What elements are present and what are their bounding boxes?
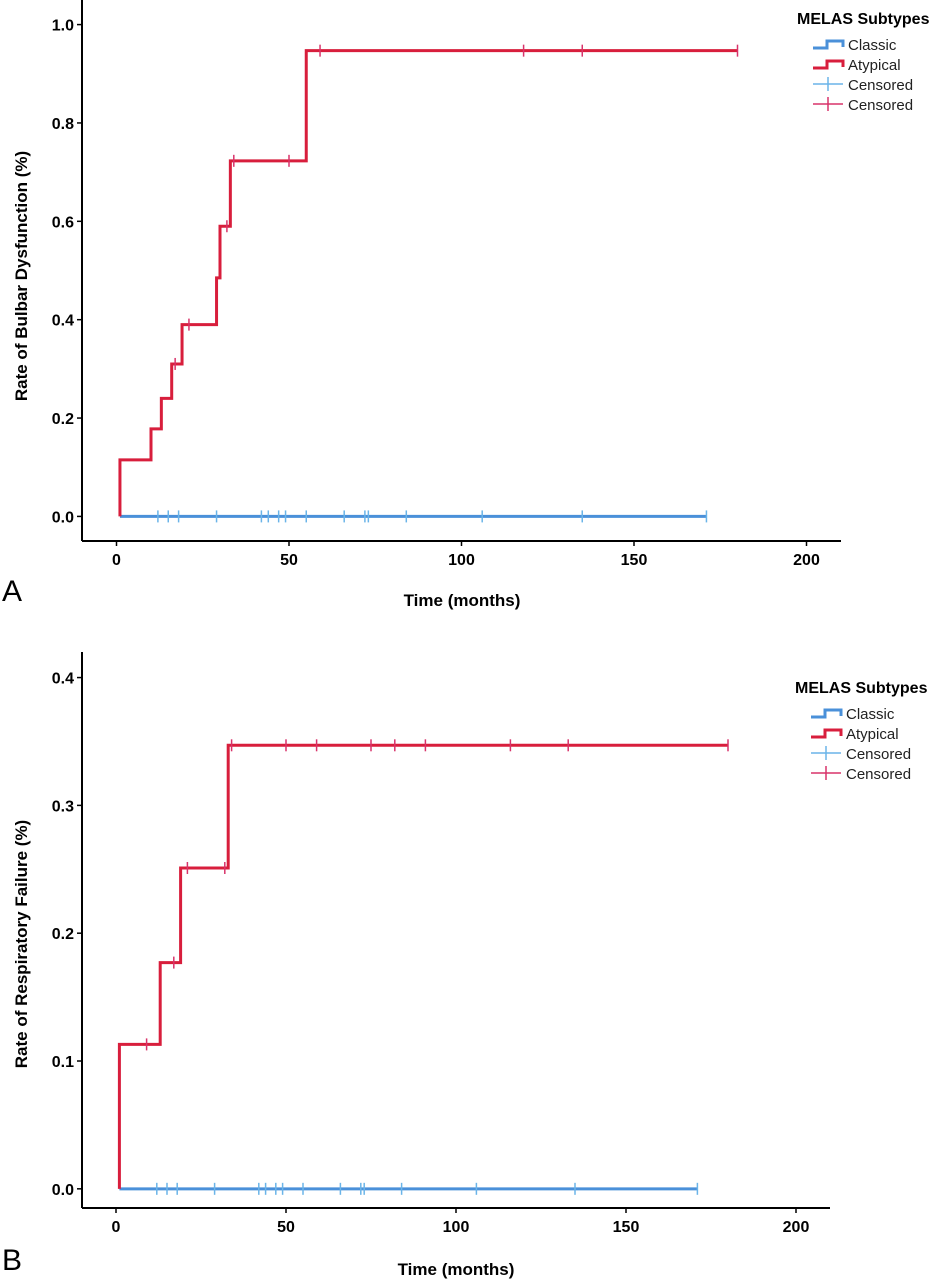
panel-a-legend-title: MELAS Subtypes [797, 11, 930, 28]
panel-b-y-tick-label: 0.4 [52, 671, 74, 688]
panel-b-label: B [2, 1244, 22, 1277]
panel-b-y-tick-label: 0.3 [52, 798, 74, 815]
panel-b-atypical-step-line [117, 743, 728, 1189]
panel-a-atypical-step-line [118, 49, 738, 517]
panel-b-series [117, 739, 729, 1195]
panel-a-y-tick-label: 0.8 [52, 116, 74, 133]
panel-b-x-tick-label: 150 [613, 1219, 640, 1236]
panel-a-legend-label: Censored [848, 77, 913, 94]
panel-b-legend-label: Atypical [846, 726, 899, 743]
panel-a-legend-label: Censored [848, 97, 913, 114]
panel-a-y-axis-title: Rate of Bulbar Dysfunction (%) [12, 151, 31, 401]
panel-b-x-tick-label: 200 [783, 1219, 810, 1236]
panel-b-legend: MELAS Subtypes Classic Atypical Censored Cen… [795, 680, 928, 783]
panel-b-x-axis-title: Time (months) [398, 1260, 515, 1279]
panel-a-x-tick-label: 150 [621, 552, 648, 569]
panel-a-y-tick-label: 0.0 [52, 509, 74, 526]
panel-b-legend-label: Classic [846, 706, 895, 723]
panel-a-y-tick-label: 0.6 [52, 214, 74, 231]
panel-a-legend-swatch-classic [813, 39, 845, 50]
panel-a-x-ticks: 0 50 100 150 200 [112, 541, 820, 569]
panel-a-x-axis-title: Time (months) [404, 591, 521, 610]
panel-b-legend-label: Censored [846, 766, 911, 783]
panel-a-bulbar-dysfunction: 0 50 100 150 200 0.0 0.2 0.4 0.6 0.8 1.0 Time (mo… [2, 0, 930, 610]
panel-b-legend-swatch-atypical [811, 728, 843, 739]
panel-b-y-ticks: 0.0 0.1 0.2 0.3 0.4 [52, 671, 82, 1199]
panel-a-legend: MELAS Subtypes Classic Atypical Censored Cen… [797, 11, 930, 114]
panel-a-x-tick-label: 50 [280, 552, 298, 569]
panel-a-label: A [2, 575, 22, 608]
panel-a-legend-swatch-atypical [813, 59, 845, 70]
panel-a-y-tick-label: 0.4 [52, 313, 74, 330]
panel-a-legend-label: Classic [848, 37, 897, 54]
panel-b-y-axis-title: Rate of Respiratory Failure (%) [12, 820, 31, 1068]
panel-b-x-tick-label: 100 [443, 1219, 470, 1236]
panel-a-y-tick-label: 1.0 [52, 18, 74, 35]
panel-b-legend-title: MELAS Subtypes [795, 680, 928, 697]
panel-b-y-tick-label: 0.0 [52, 1182, 74, 1199]
panel-a-legend-label: Atypical [848, 57, 901, 74]
panel-a-x-tick-label: 100 [448, 552, 475, 569]
panel-b-x-ticks: 0 50 100 150 200 [112, 1208, 810, 1236]
panel-b-legend-label: Censored [846, 746, 911, 763]
panel-a-axes [81, 0, 841, 542]
panel-b-y-tick-label: 0.1 [52, 1054, 74, 1071]
panel-b-axes [81, 652, 830, 1209]
panel-b-respiratory-failure: 0 50 100 150 200 0.0 0.1 0.2 0.3 0.4 Time (month… [2, 652, 928, 1279]
panel-a-series [118, 44, 739, 523]
panel-a-y-ticks: 0.0 0.2 0.4 0.6 0.8 1.0 [52, 18, 82, 526]
panel-b-y-tick-label: 0.2 [52, 926, 74, 943]
panel-b-legend-swatch-classic [811, 708, 843, 719]
panel-b-x-tick-label: 0 [112, 1219, 121, 1236]
panel-a-y-tick-label: 0.2 [52, 411, 74, 428]
panel-a-x-tick-label: 200 [793, 552, 820, 569]
panel-a-x-tick-label: 0 [112, 552, 121, 569]
panel-b-x-tick-label: 50 [277, 1219, 295, 1236]
